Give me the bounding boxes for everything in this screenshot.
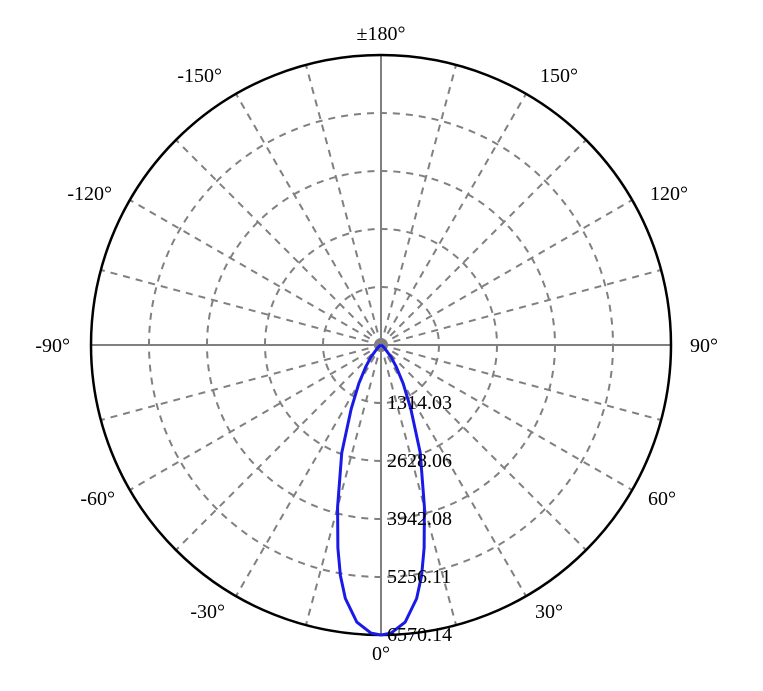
radial-label: 5256.11 [387,566,451,588]
radial-label: 6570.14 [387,624,452,646]
angle-label: -60° [80,488,115,510]
radial-label: 2628.06 [387,450,452,472]
polar-svg: 1314.03 2628.06 3942.08 5256.11 6570.14 ±180°… [0,0,763,691]
angle-label: ±180° [357,23,406,45]
angle-label: 60° [648,488,676,510]
radial-label: 3942.08 [387,508,452,530]
angle-label: 150° [540,65,578,87]
angle-label: -30° [190,601,225,623]
angle-label: 0° [372,643,390,665]
angle-label: -120° [67,183,112,205]
radial-label: 1314.03 [387,392,452,414]
angle-label: 90° [690,335,718,357]
angle-label: 30° [535,601,563,623]
angle-label: -150° [177,65,222,87]
angle-label: -90° [35,335,70,357]
polar-chart: 1314.03 2628.06 3942.08 5256.11 6570.14 ±180°… [0,0,763,691]
angle-label: 120° [650,183,688,205]
